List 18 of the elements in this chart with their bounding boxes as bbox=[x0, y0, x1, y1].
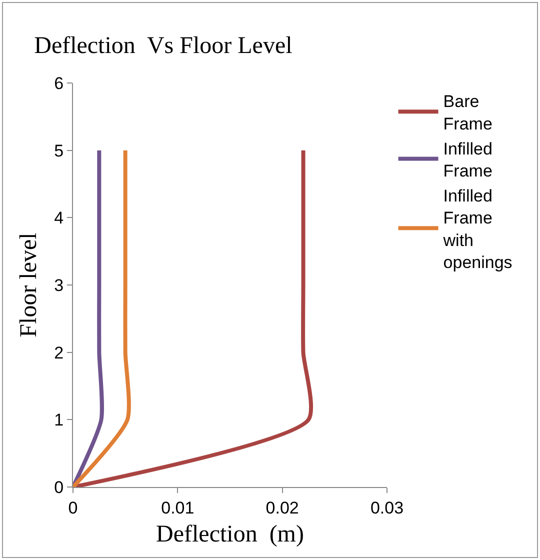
y-axis-title: Floor level bbox=[16, 232, 42, 338]
y-tick-label: 1 bbox=[54, 410, 64, 430]
x-tick-label: 0.02 bbox=[266, 498, 299, 518]
y-tick-label: 2 bbox=[54, 343, 64, 362]
legend-label: Infilled Frame bbox=[443, 139, 492, 180]
x-axis-title: Deflection (m) bbox=[156, 522, 304, 548]
x-tick-label: 0.03 bbox=[370, 498, 404, 518]
y-tick-label: 6 bbox=[54, 74, 64, 93]
x-tick-label: 0.01 bbox=[161, 498, 194, 518]
line-series bbox=[73, 148, 104, 487]
y-tick-label: 5 bbox=[54, 141, 64, 160]
legend-label: Infilled Frame with openings bbox=[442, 186, 512, 272]
y-tick-label: 3 bbox=[54, 276, 64, 295]
legend-label: Bare Frame bbox=[443, 92, 492, 134]
chart-title: Deflection Vs Floor Level bbox=[34, 33, 293, 60]
y-tick-label: 0 bbox=[54, 478, 64, 497]
y-tick-label: 4 bbox=[54, 208, 64, 228]
x-tick-label: 0 bbox=[68, 498, 78, 518]
